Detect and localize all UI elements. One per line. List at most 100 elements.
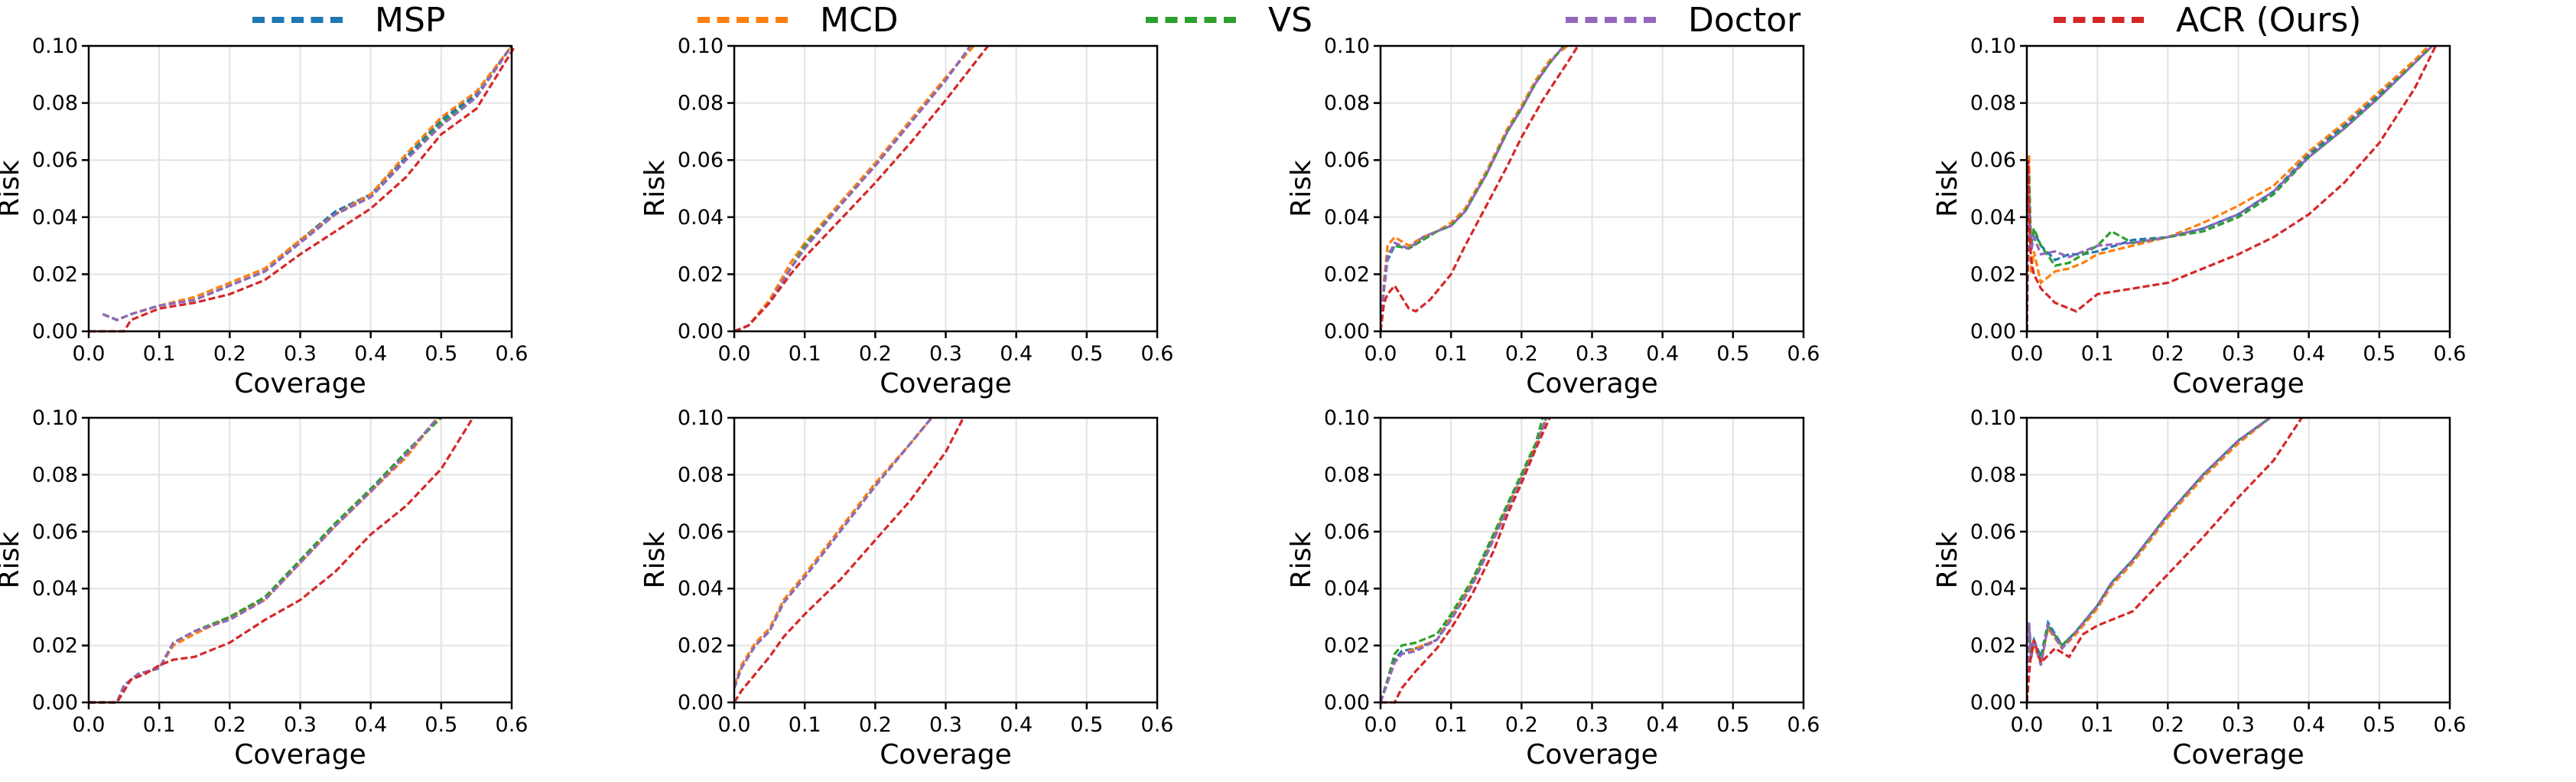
series-line-msp bbox=[89, 416, 439, 704]
x-tick-label: 0.4 bbox=[1000, 342, 1033, 366]
x-tick-label: 0.5 bbox=[1716, 713, 1749, 737]
x-tick-label: 0.5 bbox=[1070, 342, 1103, 366]
y-tick-label: 0.00 bbox=[678, 691, 724, 715]
y-tick-label: 0.10 bbox=[678, 406, 724, 430]
x-tick-label: 0.0 bbox=[73, 713, 106, 737]
x-axis-label: Coverage bbox=[1526, 368, 1657, 399]
x-tick-label: 0.3 bbox=[1576, 713, 1608, 737]
legend-swatch bbox=[1566, 17, 1656, 23]
subplot-1: 0.0 0.1 0.2 0.3 0.4 0.5 0.6 0.00 0.02 0.04 0.06 0.0… bbox=[0, 34, 528, 399]
y-tick-label: 0.06 bbox=[1324, 148, 1370, 172]
y-tick-label: 0.04 bbox=[32, 577, 78, 601]
y-tick-label: 0.10 bbox=[1324, 406, 1370, 430]
y-tick-label: 0.04 bbox=[1970, 206, 2016, 230]
x-tick-label: 0.1 bbox=[789, 342, 821, 366]
series-line-acr-ours bbox=[89, 417, 474, 704]
legend-label: Doctor bbox=[1688, 0, 1801, 40]
x-axis-label: Coverage bbox=[880, 739, 1011, 771]
series-line-mcd bbox=[89, 417, 439, 704]
subplot-8: 0.0 0.1 0.2 0.3 0.4 0.5 0.6 0.00 0.02 0.04 0.06 0.0… bbox=[1932, 406, 2466, 771]
series-line-msp bbox=[2027, 44, 2434, 332]
series-line-acr-ours bbox=[2027, 417, 2303, 703]
x-tick-label: 0.4 bbox=[354, 342, 387, 366]
subplot-2: 0.0 0.1 0.2 0.3 0.4 0.5 0.6 0.00 0.02 0.04 0.06 0.0… bbox=[639, 34, 1173, 399]
y-tick-label: 0.10 bbox=[1970, 406, 2016, 430]
y-tick-label: 0.02 bbox=[32, 634, 78, 658]
series-line-doctor bbox=[734, 416, 933, 689]
series-line-msp bbox=[102, 45, 513, 321]
x-tick-label: 0.4 bbox=[1000, 713, 1033, 737]
y-tick-label: 0.00 bbox=[1324, 691, 1370, 715]
x-tick-label: 0.5 bbox=[2363, 342, 2395, 366]
subplot-7: 0.0 0.1 0.2 0.3 0.4 0.5 0.6 0.00 0.02 0.04 0.06 0.0… bbox=[1286, 406, 1820, 771]
series-line-vs bbox=[734, 416, 933, 689]
y-tick-label: 0.00 bbox=[1970, 691, 2016, 715]
x-axis-label: Coverage bbox=[2172, 739, 2304, 771]
legend-entry-vs: VS bbox=[1146, 0, 1312, 40]
x-tick-label: 0.0 bbox=[2011, 713, 2044, 737]
y-tick-label: 0.08 bbox=[1970, 92, 2016, 116]
y-tick-label: 0.02 bbox=[1324, 634, 1370, 658]
y-axis-label: Risk bbox=[1932, 160, 1963, 217]
series-line-vs bbox=[734, 45, 972, 333]
legend-label: VS bbox=[1268, 0, 1313, 40]
y-tick-label: 0.04 bbox=[32, 206, 78, 230]
legend-label: MSP bbox=[375, 0, 446, 40]
x-tick-label: 0.6 bbox=[1141, 713, 1174, 737]
y-tick-label: 0.00 bbox=[32, 320, 78, 344]
y-axis-label: Risk bbox=[0, 160, 25, 217]
x-tick-label: 0.5 bbox=[424, 713, 457, 737]
series-line-acr-ours bbox=[1381, 45, 1579, 332]
y-tick-label: 0.10 bbox=[678, 34, 724, 58]
y-tick-label: 0.08 bbox=[678, 92, 724, 116]
x-tick-label: 0.4 bbox=[1646, 342, 1679, 366]
x-tick-label: 0.0 bbox=[718, 342, 751, 366]
x-tick-label: 0.0 bbox=[2011, 342, 2044, 366]
y-axis-label: Risk bbox=[0, 532, 25, 589]
series-line-vs bbox=[2027, 44, 2434, 332]
y-tick-label: 0.02 bbox=[1970, 262, 2016, 286]
y-tick-label: 0.02 bbox=[678, 634, 724, 658]
series-line-doctor bbox=[2027, 416, 2271, 703]
series-line-acr-ours bbox=[1381, 417, 1551, 704]
series-line-msp bbox=[1381, 44, 1565, 332]
x-tick-label: 0.6 bbox=[2434, 713, 2467, 737]
y-tick-label: 0.06 bbox=[1970, 148, 2016, 172]
y-tick-label: 0.00 bbox=[1324, 320, 1370, 344]
y-tick-label: 0.08 bbox=[1324, 92, 1370, 116]
series-line-msp bbox=[734, 45, 972, 333]
x-tick-label: 0.0 bbox=[73, 342, 106, 366]
series-line-mcd bbox=[2027, 44, 2430, 332]
series-line-vs bbox=[1381, 44, 1565, 332]
x-tick-label: 0.3 bbox=[2222, 713, 2255, 737]
series-line-doctor bbox=[1381, 44, 1565, 332]
x-tick-label: 0.0 bbox=[1364, 342, 1397, 366]
x-tick-label: 0.2 bbox=[1505, 713, 1538, 737]
y-tick-label: 0.06 bbox=[32, 148, 78, 172]
series-line-msp bbox=[2027, 416, 2271, 703]
y-axis-label: Risk bbox=[639, 160, 671, 217]
x-tick-label: 0.2 bbox=[859, 342, 892, 366]
x-tick-label: 0.3 bbox=[929, 713, 962, 737]
legend-entry-msp: MSP bbox=[252, 0, 445, 40]
x-tick-label: 0.2 bbox=[213, 342, 246, 366]
x-tick-label: 0.2 bbox=[859, 713, 892, 737]
y-tick-label: 0.04 bbox=[1324, 577, 1370, 601]
x-tick-label: 0.6 bbox=[2434, 342, 2467, 366]
x-tick-label: 0.4 bbox=[2292, 342, 2325, 366]
y-tick-label: 0.04 bbox=[678, 577, 724, 601]
series-line-mcd bbox=[2027, 416, 2272, 703]
series-line-doctor bbox=[734, 45, 972, 333]
series-line-doctor bbox=[1381, 417, 1548, 703]
series-line-doctor bbox=[102, 45, 513, 321]
x-tick-label: 0.3 bbox=[284, 342, 317, 366]
series-line-doctor bbox=[2027, 44, 2434, 332]
x-tick-label: 0.4 bbox=[354, 713, 387, 737]
series-line-acr-ours bbox=[2027, 45, 2438, 332]
y-tick-label: 0.08 bbox=[1324, 463, 1370, 487]
series-line-acr-ours bbox=[734, 45, 990, 333]
x-tick-label: 0.3 bbox=[2222, 342, 2255, 366]
x-tick-label: 0.3 bbox=[284, 713, 317, 737]
